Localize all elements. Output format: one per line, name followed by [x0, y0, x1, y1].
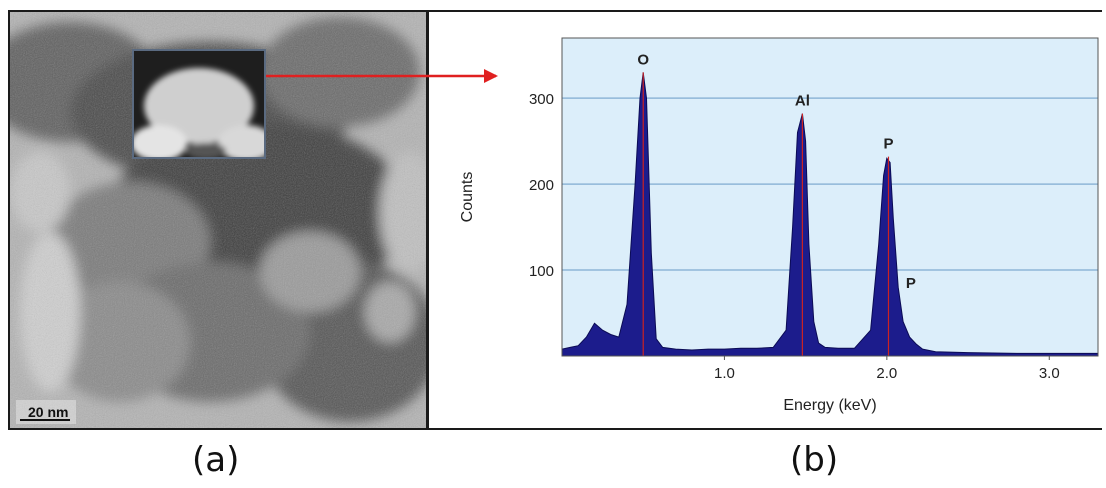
- eds-spectrum-panel: 100 200 300 1.0 2.0 3.0 Energy (keV) Counts …: [429, 12, 1102, 428]
- y-tick-label: 300: [529, 91, 554, 108]
- scale-bar: [20, 419, 70, 421]
- y-axis-label: Counts: [459, 172, 476, 223]
- x-tick-label: 1.0: [714, 365, 735, 382]
- haadf-inset-image: [132, 49, 266, 159]
- x-tick-label: 3.0: [1039, 365, 1060, 382]
- scale-bar-label: 20 nm: [28, 404, 69, 420]
- peak-label: P: [906, 275, 916, 292]
- peak-labels: O Al P P: [637, 51, 915, 291]
- peak-label: P: [883, 136, 893, 153]
- spectrum-area: [561, 72, 1099, 357]
- y-axis-ticks: 100 200 300: [529, 91, 554, 280]
- y-tick-label: 100: [529, 263, 554, 280]
- panel-label-b: (b): [790, 440, 839, 480]
- panel-divider: [426, 12, 429, 428]
- peak-markers: [642, 72, 890, 356]
- tem-micrograph: 20 nm: [10, 12, 426, 428]
- x-tick-label: 2.0: [876, 365, 897, 382]
- x-axis-label: Energy (keV): [783, 397, 876, 414]
- peak-label: O: [637, 51, 649, 68]
- plot-border: [561, 37, 1099, 357]
- x-axis-ticks: 1.0 2.0 3.0: [714, 356, 1060, 382]
- figure-frame: 20 nm 100 200 300 1.0 2.0 3.0 Energy (keV) C…: [8, 10, 1102, 430]
- panel-label-a: (a): [192, 440, 240, 480]
- y-tick-label: 200: [529, 177, 554, 194]
- peak-label: Al: [795, 93, 810, 110]
